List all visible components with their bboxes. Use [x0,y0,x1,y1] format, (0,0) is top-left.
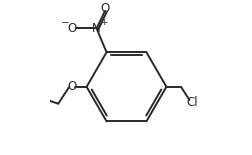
Text: +: + [100,18,107,27]
Text: N: N [92,22,101,35]
Text: O: O [67,22,76,35]
Text: O: O [67,80,76,93]
Text: O: O [100,2,109,16]
Text: Cl: Cl [185,96,197,109]
Text: −: − [60,18,69,28]
